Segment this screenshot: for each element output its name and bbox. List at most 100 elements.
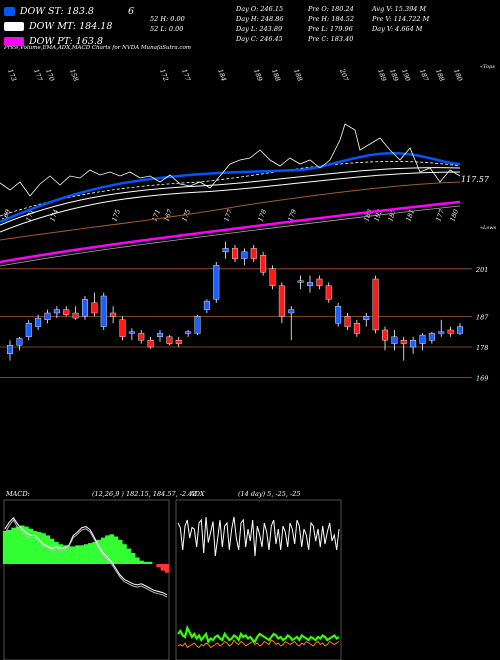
macd-bar <box>88 543 93 564</box>
candle-body <box>363 316 370 320</box>
macd-bar <box>11 527 16 564</box>
macd-bar <box>24 526 29 564</box>
candle-body <box>138 333 145 341</box>
info-avg-v: Avg V: 15.394 M <box>372 5 427 13</box>
candle-body <box>81 299 88 317</box>
macd-bar <box>2 531 8 564</box>
macd-bar <box>164 564 170 573</box>
candle-body <box>213 265 220 300</box>
top-number: 187 <box>418 68 430 83</box>
top-number: 189 <box>376 68 388 82</box>
info-pre-c: Pre C: 183.40 <box>308 35 354 43</box>
ema-white-3 <box>0 161 461 217</box>
legend-mid-value: 6 <box>127 6 134 17</box>
bottom-number: 175 <box>110 208 122 222</box>
candle-body <box>16 338 23 346</box>
legend-label-st: DOW ST: 183.8 <box>19 6 94 17</box>
top-number: 177 <box>180 68 192 83</box>
candle-body <box>400 340 407 344</box>
bottom-number: 181 <box>404 208 416 222</box>
top-number: 173 <box>6 68 18 82</box>
macd-series <box>2 516 170 598</box>
candle-body <box>307 282 314 286</box>
adx-values: (14 day) 5, -25, -25 <box>238 490 301 498</box>
candle-body <box>316 278 323 287</box>
macd-bar <box>100 537 106 564</box>
macd-bar <box>71 546 76 564</box>
info-col-2: Day O: 246.15 Day H: 248.86 Day L: 243.8… <box>236 4 284 44</box>
legend-label-mt: DOW MT: 184.18 <box>29 21 113 32</box>
bottom-number: 171 <box>150 208 162 222</box>
info-col-3: Pre O: 180.24 Pre H: 184.52 Pre L: 179.9… <box>308 4 354 44</box>
tops-label: «Tops <box>480 64 495 70</box>
top-number: 189 <box>252 68 264 82</box>
bottom-number: 174 <box>48 208 60 222</box>
adx-line <box>177 639 340 649</box>
macd-bar <box>160 564 166 571</box>
top-numbers: 173 177 170 158 172 177 184 189 188 188 207 189 189 1… <box>6 67 464 83</box>
macd-bar <box>66 546 72 564</box>
macd-bar <box>19 525 25 564</box>
macd-bar <box>122 544 127 564</box>
macd-values: (12,26,9 ) 182.15, 184.57, -2.42 <box>92 490 196 498</box>
macd-bar <box>45 535 51 564</box>
candle-body <box>428 333 435 341</box>
top-number: 190 <box>400 68 412 82</box>
info-col-1: 52 H: 0.00 52 L: 0.00 <box>150 14 185 34</box>
macd-bar <box>135 557 140 564</box>
macd-bar <box>28 528 34 564</box>
info-day-c: Day C: 246.45 <box>236 35 283 43</box>
candle-body <box>335 306 342 324</box>
candle-body <box>35 317 42 327</box>
candle-body <box>278 285 285 317</box>
macd-label: MACD: <box>5 490 30 498</box>
ema-white-1 <box>0 167 461 226</box>
legend-swatch-pt <box>4 37 24 46</box>
macd-panel <box>3 499 170 660</box>
candle-body <box>382 329 389 341</box>
macd-bar <box>143 561 149 564</box>
top-number: 188 <box>434 68 446 82</box>
candle-body <box>175 340 182 344</box>
candle-body <box>53 309 60 314</box>
top-number: 189 <box>388 68 400 82</box>
macd-bar <box>117 539 123 564</box>
top-number: 184 <box>216 68 228 82</box>
macd-bar <box>49 538 55 564</box>
macd-bar <box>7 529 12 564</box>
top-number: 170 <box>44 68 56 82</box>
candle-body <box>194 316 201 334</box>
candle-body <box>6 345 13 354</box>
candle-body <box>72 312 79 319</box>
adx-line <box>177 624 340 644</box>
ema-slow-shadow <box>0 205 461 267</box>
legend-swatch-st <box>4 7 15 16</box>
candle-body <box>391 336 398 344</box>
bottom-number: 180 <box>448 208 460 222</box>
legend-label-pt: DOW PT: 163.8 <box>29 36 103 47</box>
macd-bar <box>62 545 68 564</box>
candle-body <box>325 285 332 300</box>
info-52h: 52 H: 0.00 <box>150 15 185 23</box>
top-number: 158 <box>68 68 80 82</box>
bottom-number: 177 <box>434 207 446 222</box>
macd-bar <box>75 545 80 564</box>
legend-item-mt: DOW MT: 184.18 <box>4 19 134 34</box>
bottom-number: 171 <box>24 208 36 222</box>
macd-bar <box>92 542 97 564</box>
top-number: 188 <box>270 68 282 82</box>
candle-body <box>156 333 163 337</box>
level-label: 201 <box>475 266 488 274</box>
top-number: 180 <box>452 68 464 82</box>
candle-body <box>269 268 276 286</box>
info-pre-h: Pre H: 184.52 <box>308 15 355 23</box>
bottom-number: 169 <box>0 208 12 222</box>
candle-body <box>44 312 51 321</box>
candle-body <box>419 334 426 344</box>
info-pre-o: Pre O: 180.24 <box>308 5 354 13</box>
candle-body <box>147 340 154 348</box>
adx-line <box>177 516 340 557</box>
candle-body <box>128 331 135 334</box>
macd-bar <box>130 553 136 564</box>
